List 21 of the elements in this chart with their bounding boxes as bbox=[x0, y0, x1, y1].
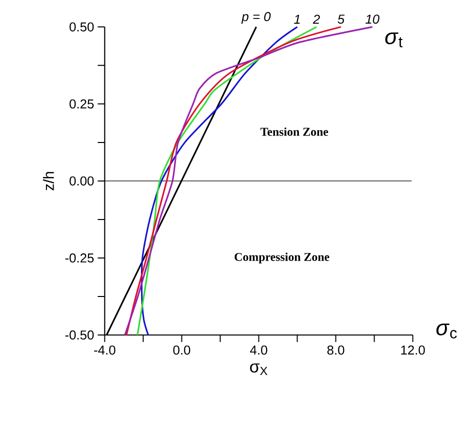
x-tick-label: 12.0 bbox=[401, 346, 425, 355]
x-axis-title: σ$_{X}$ bbox=[250, 364, 268, 376]
annotation: σ$_{t}$ bbox=[385, 32, 403, 48]
series-label: 10 bbox=[365, 14, 380, 24]
x-tick-label: 8.0 bbox=[327, 346, 344, 355]
y-tick-label: -0.25 bbox=[65, 254, 94, 263]
y-tick-label: 0.25 bbox=[70, 99, 94, 109]
annotation: Tension Zone bbox=[260, 128, 328, 136]
series-label: 5 bbox=[338, 14, 345, 24]
series-label: 2 bbox=[312, 14, 320, 24]
y-axis-title: z/h bbox=[43, 172, 54, 190]
text: σ$_{c}$ bbox=[436, 324, 457, 339]
x-tick-label: 0.0 bbox=[173, 346, 190, 355]
y-tick-label: -0.50 bbox=[65, 330, 94, 340]
y-tick-label: 0.50 bbox=[70, 22, 94, 32]
x-tick-label: -4.0 bbox=[94, 346, 116, 355]
y-tick-label: 0.00 bbox=[70, 176, 94, 186]
series-label: p = 0 bbox=[241, 12, 271, 24]
x-tick-label: 4.0 bbox=[250, 346, 268, 355]
series-label: 1 bbox=[294, 14, 300, 24]
annotation: Compression Zone bbox=[234, 252, 330, 264]
